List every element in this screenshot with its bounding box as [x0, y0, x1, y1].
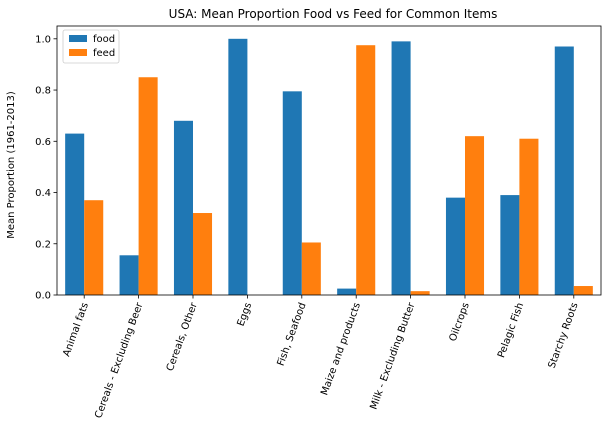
x-tick-label-6: Milk - Excluding Butter — [368, 300, 417, 411]
bar-feed-2 — [193, 213, 213, 295]
y-tick-label-2: 0.4 — [35, 188, 51, 199]
bar-food-6 — [391, 41, 411, 296]
y-tick-label-1: 0.2 — [35, 239, 51, 250]
plot-area: 0.0 0.2 0.4 0.6 0.8 1.0 Animal fats Cereals - E… — [35, 25, 602, 420]
legend-swatch-food — [69, 35, 87, 42]
x-tick-label-4: Fish, Seafood — [276, 301, 309, 367]
bar-food-0 — [65, 133, 85, 295]
plot-frame — [56, 25, 602, 296]
legend-swatch-feed — [69, 49, 87, 56]
bar-feed-8 — [519, 138, 539, 295]
bar-food-8 — [500, 195, 520, 295]
bar-feed-4 — [301, 242, 321, 295]
x-tick-label-8: Pelagic Fish — [496, 301, 526, 359]
y-tick-label-5: 1.0 — [35, 34, 51, 45]
x-tick-label-2: Cereals, Other — [165, 300, 200, 372]
bar-food-2 — [173, 120, 193, 295]
bar-feed-9 — [573, 286, 593, 295]
x-tick-label-5: Maize and products — [319, 301, 363, 397]
y-tick-label-0: 0.0 — [35, 291, 51, 302]
legend-label-feed: feed — [93, 48, 115, 59]
bar-feed-6 — [410, 291, 430, 295]
bar-feed-0 — [84, 200, 104, 295]
chart-title: USA: Mean Proportion Food vs Feed for Co… — [169, 7, 498, 21]
x-tick-label-0: Animal fats — [61, 301, 91, 358]
y-tick-label-3: 0.6 — [35, 137, 51, 148]
x-tick-label-9: Starchy Roots — [547, 301, 581, 370]
bar-food-9 — [554, 46, 574, 295]
bar-food-7 — [445, 197, 465, 295]
bar-food-4 — [282, 91, 302, 295]
bar-feed-7 — [465, 136, 485, 295]
y-axis-label: Mean Proportion (1961-2013) — [6, 91, 17, 239]
bar-food-3 — [228, 38, 248, 296]
legend: food feed — [62, 29, 120, 64]
bar-food-1 — [119, 255, 139, 295]
legend-label-food: food — [93, 34, 115, 45]
bar-food-5 — [337, 288, 357, 295]
x-tick-label-1: Cereals - Excluding Beer — [93, 300, 145, 419]
bar-feed-5 — [356, 45, 376, 296]
x-tick-label-7: Oilcrops — [448, 301, 472, 343]
bar-feed-1 — [138, 77, 158, 296]
y-tick-label-4: 0.8 — [35, 86, 51, 97]
x-tick-label-3: Eggs — [236, 301, 255, 328]
